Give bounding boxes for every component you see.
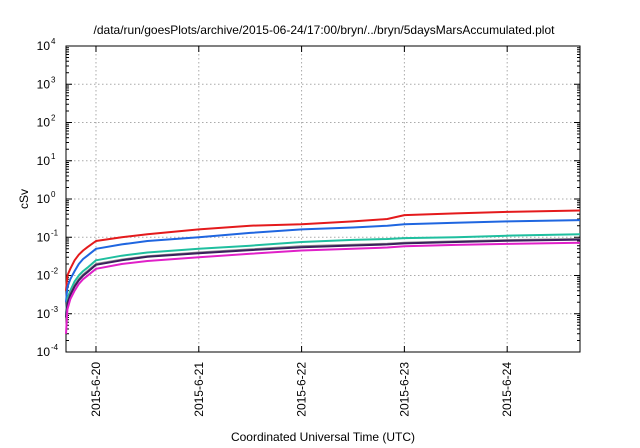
series-line-6	[65, 241, 581, 334]
y-tick-label: 10	[37, 230, 51, 244]
y-tick-label: 10	[37, 192, 51, 206]
y-tick-label: 10	[37, 116, 51, 130]
x-tick-label: 2015-6-23	[397, 362, 411, 417]
chart-title: /data/run/goesPlots/archive/2015-06-24/1…	[94, 23, 556, 37]
y-tick-label: 10	[37, 269, 51, 283]
x-axis: 2015-6-20 2015-6-21 2015-6-22 2015-6-23 2015…	[89, 46, 514, 417]
x-tick-label: 2015-6-24	[500, 362, 514, 417]
y-tick-exponent: -2	[51, 267, 59, 276]
series-line-5	[65, 238, 581, 318]
x-tick-label: 2015-6-21	[192, 362, 206, 417]
y-tick-exponent: 0	[51, 190, 56, 199]
series-line-3	[65, 233, 581, 314]
y-tick-label: 10	[37, 307, 51, 321]
y-tick-exponent: 2	[51, 114, 56, 123]
y-tick-label: 10	[37, 345, 51, 359]
x-tick-label: 2015-6-22	[295, 362, 309, 417]
y-tick-label: 10	[37, 39, 51, 53]
x-axis-label: Coordinated Universal Time (UTC)	[231, 430, 415, 444]
series-line-2	[65, 219, 581, 303]
y-tick-exponent: 3	[51, 75, 56, 84]
y-tick-exponent: -3	[51, 305, 59, 314]
y-tick-exponent: -1	[51, 228, 59, 237]
y-tick-label: 10	[37, 77, 51, 91]
y-tick-label: 10	[37, 154, 51, 168]
series-lines	[65, 209, 581, 334]
y-tick-exponent: 4	[51, 37, 56, 46]
x-tick-label: 2015-6-20	[89, 362, 103, 417]
grid	[66, 46, 580, 352]
y-axis-label: cSv	[17, 189, 31, 209]
y-tick-exponent: 1	[51, 152, 56, 161]
y-tick-exponent: -4	[51, 343, 59, 352]
series-line-1	[65, 209, 581, 291]
